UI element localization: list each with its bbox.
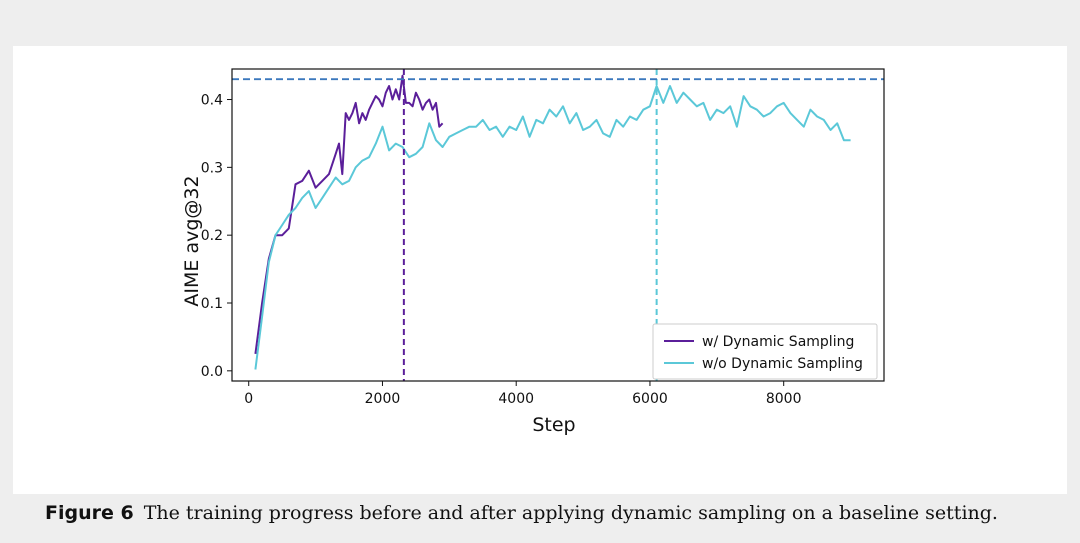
x-tick-label: 4000 xyxy=(498,391,534,407)
legend-box xyxy=(652,323,878,380)
legend-label-without-dynamic-sampling: w/o Dynamic Sampling xyxy=(702,356,863,372)
series-line-without-dynamic-sampling xyxy=(254,85,851,370)
x-tick-label: 0 xyxy=(244,391,253,407)
axes: 0 2000 4000 6000 8000 0.0 0.1 0.2 0.3 0.4 xyxy=(201,68,885,407)
chart: 0 2000 4000 6000 8000 0.0 0.1 0.2 0.3 0.4 Step AI… xyxy=(181,68,885,436)
x-tick-label: 6000 xyxy=(632,391,668,407)
y-tick-label: 0.0 xyxy=(201,364,223,380)
figure-card: 0 2000 4000 6000 8000 0.0 0.1 0.2 0.3 0.4 Step AI… xyxy=(13,46,1067,524)
series-line-with-dynamic-sampling xyxy=(254,74,444,355)
legend-label-with-dynamic-sampling: w/ Dynamic Sampling xyxy=(702,334,854,350)
x-axis-label: Step xyxy=(532,414,575,436)
plot-area xyxy=(232,69,884,381)
y-axis-label: AIME avg@32 xyxy=(181,175,203,306)
y-tick-label: 0.4 xyxy=(201,93,223,109)
plot-frame xyxy=(231,68,885,382)
x-tick-label: 8000 xyxy=(766,391,802,407)
x-tick-label: 2000 xyxy=(365,391,401,407)
y-tick-label: 0.2 xyxy=(201,228,223,244)
figure-caption-text: The training progress before and after a… xyxy=(143,502,998,524)
y-tick-label: 0.1 xyxy=(201,296,223,312)
figure-label: Figure 6 xyxy=(45,502,134,524)
y-tick-label: 0.3 xyxy=(201,160,223,176)
figure-caption: Figure 6 The training progress before and… xyxy=(45,502,1075,524)
legend: w/ Dynamic Sampling w/o Dynamic Sampling xyxy=(652,323,878,380)
